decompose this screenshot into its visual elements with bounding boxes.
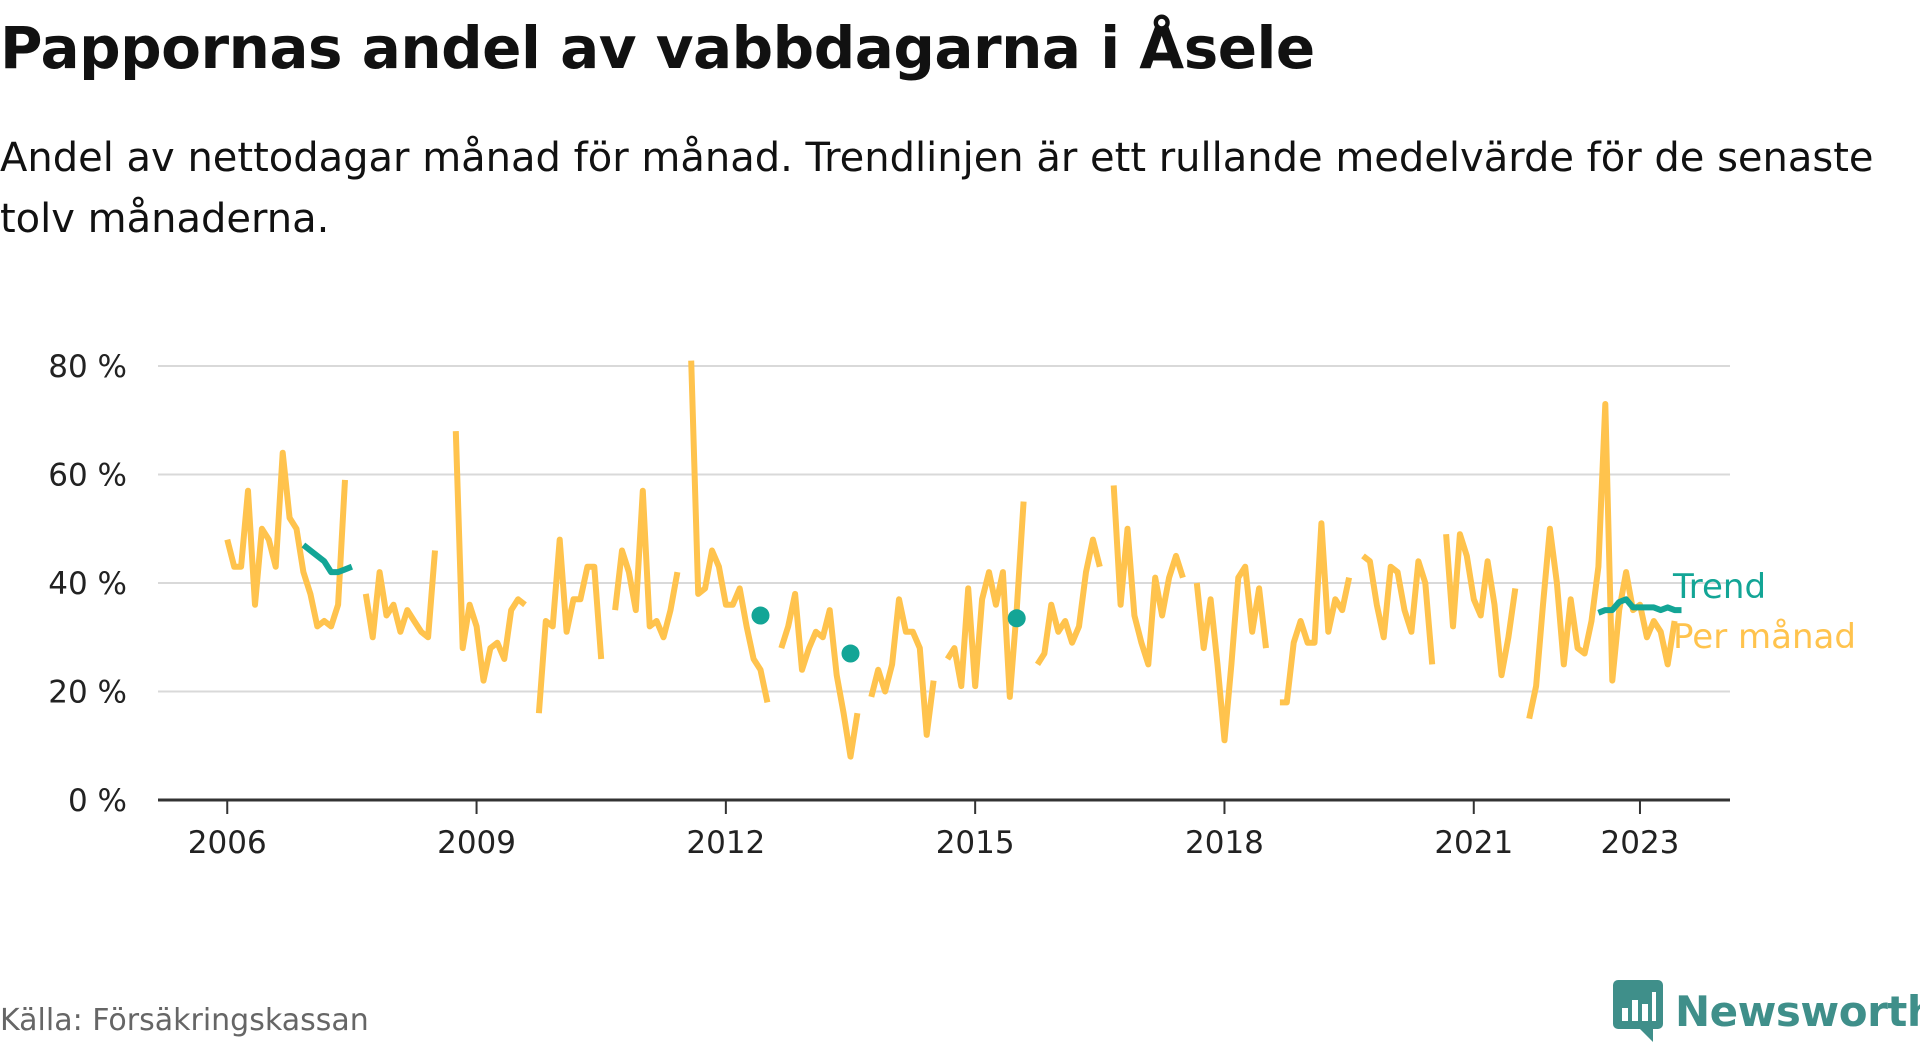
y-tick-label: 80 % — [48, 349, 127, 385]
legend-label-per-manad: Per månad — [1673, 617, 1856, 657]
y-axis-tick-labels: 0 % 20 % 40 % 60 % 80 % — [48, 349, 127, 819]
x-tick-label: 2023 — [1601, 825, 1680, 861]
y-tick-label: 0 % — [68, 783, 127, 819]
y-tick-label: 60 % — [48, 458, 127, 494]
series-line-segment — [1034, 536, 1103, 667]
y-tick-label: 40 % — [48, 566, 127, 602]
series-line-segment — [778, 590, 861, 760]
series-line-segment — [1361, 553, 1436, 665]
x-tick-label: 2021 — [1434, 825, 1513, 861]
x-tick-label: 2012 — [686, 825, 765, 861]
series-line-segment — [1193, 563, 1269, 744]
y-tick-label: 20 % — [48, 675, 127, 711]
brand-name: Newsworthy — [1675, 986, 1920, 1036]
series-line-segment — [1110, 485, 1186, 668]
series-line-segment — [688, 360, 771, 704]
x-tick-label: 2009 — [437, 825, 516, 861]
series-line-segment — [362, 550, 438, 641]
data-point — [841, 644, 860, 663]
series-trend — [301, 542, 1682, 663]
data-point — [751, 606, 770, 625]
x-tick-label: 2018 — [1185, 825, 1264, 861]
series-line-segment — [944, 501, 1027, 700]
data-point — [1007, 609, 1026, 628]
series-line-segment — [868, 596, 937, 738]
series-line-segment — [1279, 520, 1353, 706]
chart-title: Pappornas andel av vabbdagarna i Åsele — [0, 14, 1315, 82]
series-line-segment — [452, 431, 527, 684]
gridlines — [158, 365, 1730, 693]
series-line-segment — [1597, 596, 1682, 616]
series-line-segment — [535, 536, 605, 714]
line-chart: 0 % 20 % 40 % 60 % 80 % 2006 2009 2012 2015 2018… — [48, 349, 1856, 861]
series-line-segment — [1526, 401, 1678, 720]
series-lines — [224, 360, 1682, 760]
newsworthy-logo-icon — [1613, 980, 1663, 1042]
brand-logo: Newsworthy — [1613, 980, 1920, 1042]
series-line-segment — [301, 542, 353, 576]
x-axis: 2006 2009 2012 2015 2018 2021 2023 — [158, 798, 1730, 861]
series-per-m-nad — [224, 360, 1678, 760]
legend: Trend Per månad — [1672, 567, 1856, 657]
series-line-segment — [612, 487, 681, 641]
legend-label-trend: Trend — [1672, 567, 1766, 607]
x-tick-label: 2015 — [936, 825, 1015, 861]
source-note: Källa: Försäkringskassan — [0, 1003, 369, 1038]
chart-subtitle: Andel av nettodagar månad för månad. Tre… — [0, 135, 1874, 242]
series-line-segment — [1443, 531, 1519, 679]
x-tick-label: 2006 — [188, 825, 267, 861]
series-line-segment — [224, 449, 348, 630]
